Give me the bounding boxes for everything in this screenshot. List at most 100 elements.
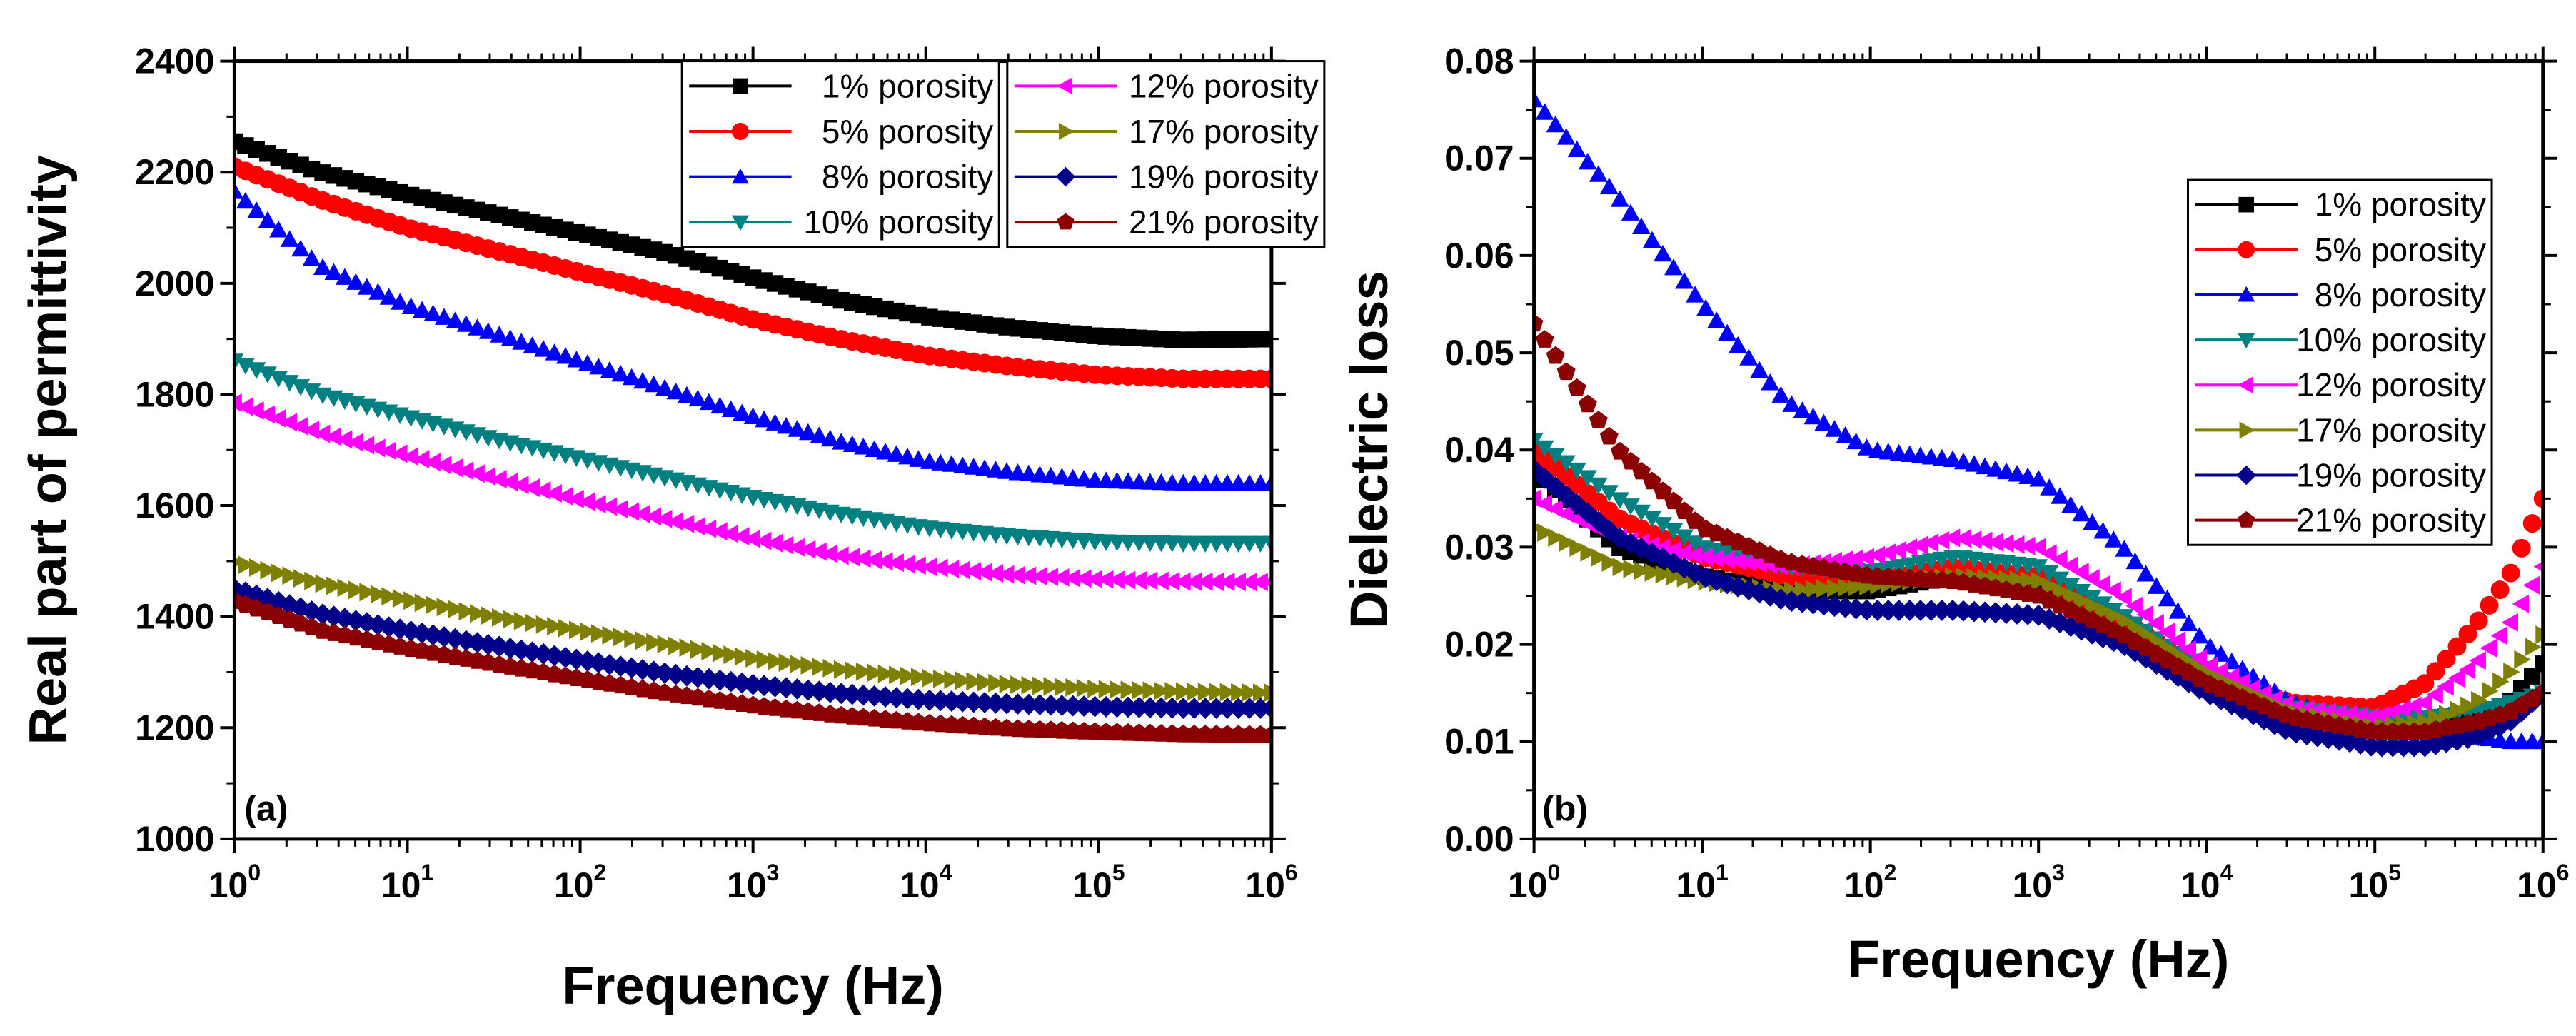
data-point bbox=[721, 524, 739, 543]
data-point bbox=[236, 191, 255, 209]
data-point bbox=[2031, 572, 2048, 591]
data-point bbox=[1010, 675, 1027, 694]
data-point bbox=[448, 600, 465, 619]
data-point bbox=[534, 340, 553, 357]
data-point bbox=[326, 576, 343, 595]
data-point bbox=[2083, 568, 2100, 588]
data-point bbox=[357, 436, 375, 455]
data-point bbox=[854, 549, 871, 568]
data-point bbox=[842, 548, 860, 567]
data-point bbox=[1942, 600, 1963, 621]
data-point bbox=[260, 560, 277, 580]
data-point bbox=[953, 560, 970, 580]
data-point bbox=[2083, 590, 2102, 608]
data-point bbox=[1556, 455, 1576, 472]
legend-marker-icon bbox=[2238, 196, 2254, 213]
data-point bbox=[768, 652, 785, 670]
data-point bbox=[2480, 595, 2499, 615]
data-point bbox=[2072, 563, 2089, 582]
data-point bbox=[1621, 498, 1640, 516]
data-point bbox=[624, 629, 641, 648]
series-17-porosity bbox=[234, 555, 1272, 703]
data-point bbox=[315, 574, 332, 593]
data-point bbox=[1846, 432, 1866, 450]
data-point bbox=[2136, 605, 2153, 624]
data-point bbox=[458, 602, 476, 621]
data-point bbox=[1196, 572, 1213, 591]
data-point bbox=[1240, 573, 1257, 592]
panel-label: (a) bbox=[244, 788, 288, 828]
data-point bbox=[2383, 703, 2400, 722]
data-point bbox=[2535, 625, 2543, 644]
data-point bbox=[1589, 477, 1608, 495]
data-point bbox=[1845, 598, 1867, 620]
series-8-porosity bbox=[234, 182, 1272, 491]
data-point bbox=[291, 379, 311, 396]
data-point bbox=[733, 403, 752, 421]
data-point bbox=[942, 560, 960, 579]
data-point bbox=[456, 461, 474, 481]
data-point bbox=[1142, 681, 1159, 700]
data-point bbox=[271, 563, 288, 583]
data-point bbox=[1643, 471, 1661, 490]
data-point bbox=[280, 375, 299, 392]
data-point bbox=[1857, 438, 1876, 456]
data-point bbox=[1537, 523, 1554, 543]
data-point bbox=[920, 452, 939, 469]
data-point bbox=[1761, 373, 1780, 391]
data-point bbox=[2393, 735, 2415, 758]
data-point bbox=[2125, 552, 2145, 570]
data-point bbox=[280, 230, 299, 247]
data-point bbox=[1686, 545, 1703, 565]
y-tick-label: 0.06 bbox=[1444, 236, 1514, 276]
data-point bbox=[1139, 697, 1161, 719]
legend-label: 12% porosity bbox=[1129, 67, 1319, 104]
data-point bbox=[798, 540, 816, 559]
data-point bbox=[1623, 559, 1640, 578]
data-point bbox=[820, 429, 840, 447]
legend-marker-icon bbox=[2238, 286, 2255, 302]
x-tick-label: 101 bbox=[1676, 860, 1728, 905]
data-point bbox=[2426, 685, 2443, 705]
data-point bbox=[889, 665, 906, 685]
data-point bbox=[2061, 578, 2081, 595]
data-point bbox=[1219, 683, 1237, 702]
data-point bbox=[423, 453, 441, 472]
data-point bbox=[2041, 577, 2059, 595]
data-point bbox=[911, 668, 928, 687]
data-point bbox=[2072, 504, 2091, 522]
data-point bbox=[1675, 272, 1694, 289]
data-point bbox=[777, 417, 795, 434]
data-point bbox=[1534, 458, 1545, 481]
data-point bbox=[1075, 569, 1092, 588]
data-point bbox=[1578, 394, 1597, 413]
data-point bbox=[413, 450, 430, 469]
data-point bbox=[1707, 549, 1724, 568]
data-point bbox=[2490, 626, 2507, 645]
data-point bbox=[1965, 530, 1982, 549]
data-point bbox=[810, 426, 829, 443]
data-point bbox=[1848, 578, 1866, 596]
data-point bbox=[2492, 672, 2510, 691]
legend: 1% porosity 5% porosity 8% porosity 10% por… bbox=[2186, 178, 2493, 546]
data-point bbox=[1803, 407, 1823, 425]
legend-marker-icon bbox=[1058, 123, 1075, 140]
data-point bbox=[2104, 530, 2123, 548]
data-point bbox=[690, 640, 708, 659]
data-point bbox=[932, 669, 950, 688]
data-point bbox=[1749, 582, 1771, 604]
data-point bbox=[468, 464, 485, 483]
legend-item: 12% porosity bbox=[1014, 67, 1319, 104]
data-point bbox=[578, 354, 597, 371]
data-point bbox=[986, 461, 1005, 478]
data-point bbox=[1567, 378, 1586, 396]
data-point bbox=[1559, 533, 1576, 552]
data-point bbox=[1164, 682, 1182, 701]
data-point bbox=[2093, 522, 2113, 539]
data-point bbox=[324, 263, 343, 280]
data-point bbox=[646, 633, 663, 652]
data-point bbox=[2136, 565, 2155, 582]
data-point bbox=[2471, 690, 2488, 710]
data-point bbox=[1097, 570, 1114, 589]
